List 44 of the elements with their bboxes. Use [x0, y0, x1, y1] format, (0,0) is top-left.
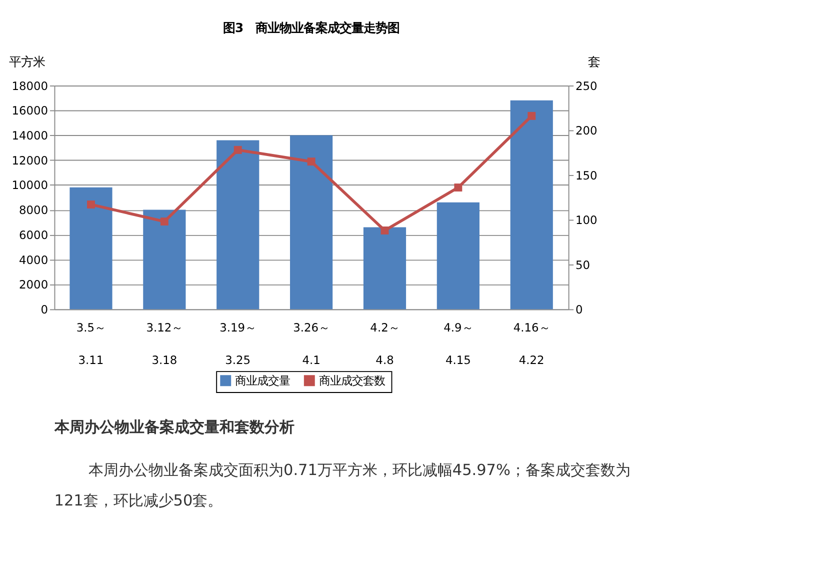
category-label: 3.19～ 3.25: [220, 320, 256, 367]
bar: [436, 202, 480, 310]
category-label: 4.16～ 4.22: [513, 320, 550, 367]
bar: [70, 187, 112, 310]
bar: [510, 100, 553, 310]
y-tick-label: 10000: [12, 178, 48, 192]
y-tick-label: 12000: [12, 153, 48, 168]
y-tick-label: 18000: [12, 78, 48, 93]
y2-tick-label: 250: [575, 78, 598, 93]
bar: [143, 210, 186, 310]
y-tick-label: 6000: [19, 228, 48, 242]
point: [454, 184, 462, 192]
y-tick-label: 8000: [19, 203, 48, 218]
y2-tick-label: 200: [575, 124, 598, 138]
chart-title: 图3 商业物业备案成交量走势图: [223, 21, 400, 36]
text: 本周办公物业备案成交面积为0.71万平方米，环比减幅45.97%；备案成交套数为121套，环比减少50套。: [54, 460, 630, 510]
point: [307, 158, 316, 166]
category-label: 4.2～ 4.8: [370, 320, 400, 367]
y2-tick-label: 100: [575, 213, 598, 228]
bar: [216, 140, 260, 310]
category-label: 3.12～ 3.18: [146, 320, 183, 367]
legend-label: 商业成交量: [235, 373, 290, 388]
y-tick-label: 2000: [19, 278, 48, 292]
bar: [290, 135, 333, 310]
text: 本周办公物业备案成交量和套数分析: [53, 418, 294, 436]
y2-tick-label: 50: [575, 258, 590, 272]
y2-tick-label: 0: [575, 302, 583, 317]
y2-tick-label: 150: [575, 168, 598, 182]
y-tick-label: 0: [40, 302, 48, 317]
y-tick-label: 14000: [12, 128, 48, 143]
y-axis-title: 平方米: [9, 54, 46, 69]
point: [160, 218, 168, 226]
point: [87, 200, 95, 209]
point: [234, 146, 242, 154]
category-label: 3.26～ 4.1: [293, 320, 330, 367]
legend-label: 商业成交套数: [318, 373, 385, 388]
point: [380, 226, 389, 234]
category-label: 3.5～ 3.11: [76, 320, 106, 367]
point: [528, 112, 536, 120]
bar: [363, 227, 406, 310]
y2-axis-title: 套: [588, 54, 600, 69]
category-label: 4.9～ 4.15: [444, 320, 473, 367]
y-tick-label: 4000: [19, 252, 48, 267]
y-tick-label: 16000: [12, 104, 48, 118]
